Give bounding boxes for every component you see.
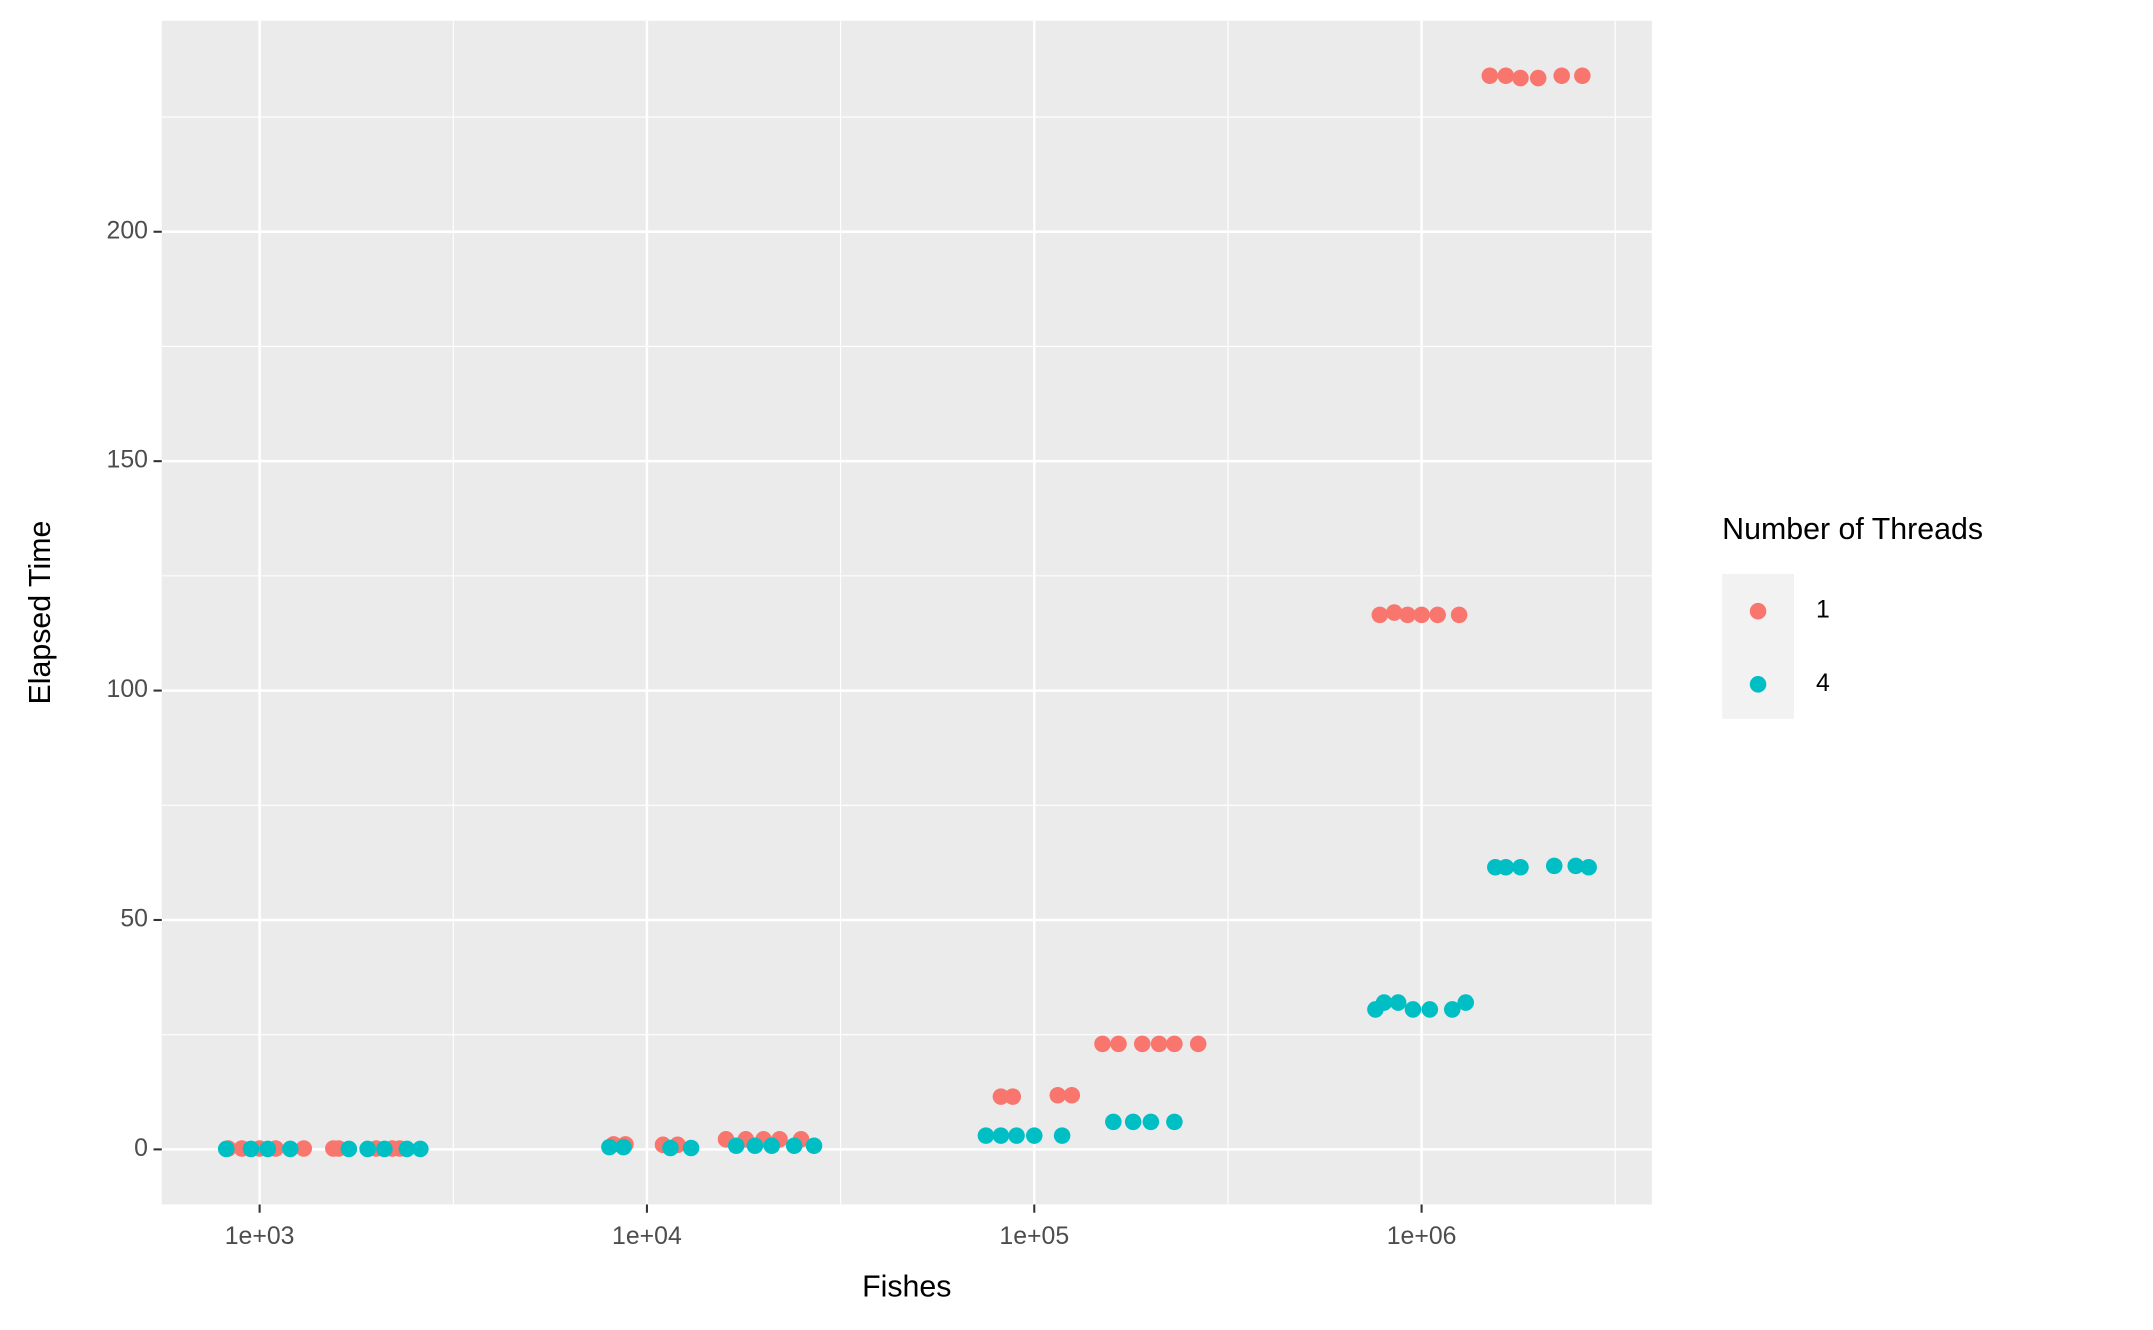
point — [763, 1137, 781, 1154]
point — [992, 1088, 1010, 1105]
point — [376, 1140, 393, 1158]
point — [1063, 1086, 1081, 1104]
point — [1529, 69, 1547, 87]
point — [359, 1140, 376, 1158]
point — [295, 1140, 313, 1157]
point — [398, 1140, 416, 1158]
point — [1545, 857, 1563, 875]
point — [1133, 1035, 1151, 1053]
point — [1371, 606, 1389, 624]
legend-label: 1 — [1816, 597, 1830, 624]
y-axis-title: Elapsed Time — [24, 521, 57, 705]
y-tick-label: 100 — [107, 676, 148, 703]
point — [1110, 1035, 1127, 1053]
point — [1512, 858, 1529, 876]
x-tick-label: 1e+03 — [225, 1223, 295, 1250]
point — [1443, 1001, 1461, 1018]
point — [340, 1140, 358, 1158]
x-tick-label: 1e+06 — [1387, 1223, 1457, 1250]
y-tick-label: 150 — [107, 447, 148, 474]
legend-key — [1749, 602, 1767, 620]
point — [805, 1137, 823, 1154]
point — [1389, 994, 1407, 1011]
point — [1166, 1113, 1183, 1131]
point — [1497, 67, 1515, 85]
point — [727, 1137, 745, 1154]
y-tick-label: 50 — [120, 906, 148, 933]
point — [601, 1138, 618, 1156]
legend-title: Number of Threads — [1722, 513, 1983, 546]
point — [785, 1137, 803, 1154]
x-tick-label: 1e+04 — [612, 1223, 682, 1250]
point — [217, 1140, 235, 1158]
point — [1385, 604, 1403, 621]
legend-keys — [1722, 573, 1794, 719]
point — [1053, 1127, 1071, 1144]
point — [746, 1137, 764, 1154]
point — [977, 1127, 995, 1144]
point — [1142, 1113, 1160, 1131]
point — [1457, 994, 1475, 1011]
point — [1413, 606, 1430, 624]
point — [1166, 1035, 1183, 1053]
point — [1574, 67, 1591, 85]
legend-label: 4 — [1816, 670, 1830, 697]
point — [412, 1140, 429, 1158]
x-axis-title: Fishes — [862, 1271, 951, 1304]
point — [1008, 1127, 1025, 1144]
point — [1025, 1127, 1043, 1144]
point — [1512, 69, 1529, 87]
point — [662, 1139, 679, 1157]
point — [1567, 857, 1585, 875]
point — [1429, 606, 1446, 624]
point — [1105, 1113, 1122, 1131]
point — [259, 1140, 277, 1158]
y-tick-label: 0 — [134, 1135, 148, 1162]
point — [1189, 1035, 1207, 1053]
point — [1375, 994, 1393, 1011]
point — [1150, 1035, 1168, 1053]
point — [1497, 858, 1515, 876]
x-tick-label: 1e+05 — [999, 1223, 1069, 1250]
point — [992, 1127, 1010, 1144]
point — [1124, 1113, 1142, 1131]
point — [1094, 1035, 1111, 1053]
point — [282, 1140, 299, 1158]
point — [1049, 1086, 1067, 1104]
point — [1421, 1001, 1439, 1018]
point — [1450, 606, 1468, 624]
point — [682, 1139, 700, 1157]
point — [242, 1140, 260, 1158]
y-tick-label: 200 — [107, 217, 148, 244]
point — [1553, 67, 1570, 85]
point — [615, 1138, 632, 1156]
point — [1004, 1088, 1022, 1105]
point — [1404, 1001, 1422, 1018]
point — [1580, 858, 1597, 876]
point — [1399, 606, 1416, 624]
legend-key — [1749, 676, 1767, 693]
point — [1481, 67, 1499, 85]
